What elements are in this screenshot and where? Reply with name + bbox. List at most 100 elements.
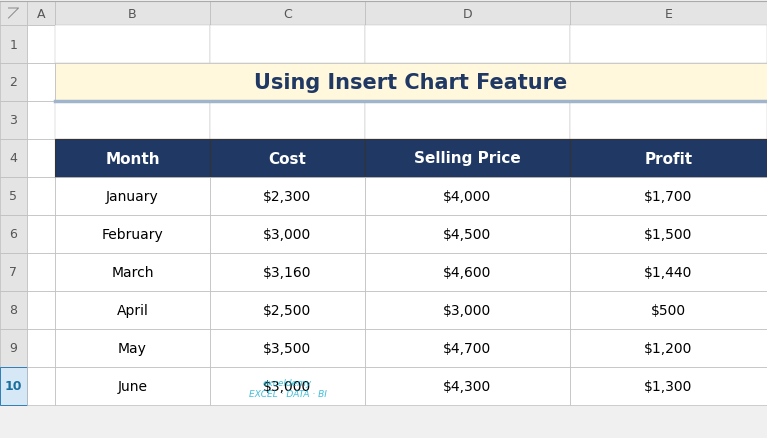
Bar — [365, 2, 570, 26]
Bar — [27, 329, 55, 367]
Text: $3,000: $3,000 — [263, 379, 311, 393]
Bar — [365, 140, 570, 177]
Bar — [27, 215, 55, 254]
Bar — [570, 140, 767, 177]
Text: $2,500: $2,500 — [263, 303, 311, 317]
Bar — [570, 329, 767, 367]
Bar — [570, 2, 767, 26]
Text: $1,440: $1,440 — [644, 265, 693, 279]
Bar — [27, 367, 55, 405]
Text: 1: 1 — [9, 39, 18, 51]
Bar — [570, 367, 767, 405]
Text: 5: 5 — [9, 190, 18, 203]
Bar — [365, 254, 570, 291]
Text: Selling Price: Selling Price — [414, 151, 521, 166]
Text: $4,600: $4,600 — [443, 265, 492, 279]
Bar — [55, 291, 210, 329]
Bar — [27, 254, 55, 291]
Bar — [365, 291, 570, 329]
Bar — [210, 26, 365, 64]
Bar — [210, 291, 365, 329]
Bar — [570, 254, 767, 291]
Text: June: June — [117, 379, 147, 393]
Bar — [0, 177, 27, 215]
Text: A: A — [37, 7, 45, 21]
Bar — [210, 2, 365, 26]
Bar — [55, 329, 210, 367]
Text: 8: 8 — [9, 304, 18, 317]
Text: 9: 9 — [9, 342, 18, 355]
Bar — [570, 177, 767, 215]
Bar — [27, 177, 55, 215]
Bar — [365, 329, 570, 367]
Text: E: E — [664, 7, 673, 21]
Text: $4,700: $4,700 — [443, 341, 492, 355]
Bar — [27, 64, 55, 102]
Bar — [27, 291, 55, 329]
Bar — [365, 26, 570, 64]
Bar — [365, 215, 570, 254]
Text: C: C — [283, 7, 292, 21]
Bar — [570, 102, 767, 140]
Text: $3,500: $3,500 — [263, 341, 311, 355]
Bar — [570, 215, 767, 254]
Bar — [570, 26, 767, 64]
Bar — [55, 64, 767, 102]
Text: $500: $500 — [651, 303, 686, 317]
Text: 6: 6 — [9, 228, 18, 241]
Bar — [210, 140, 365, 177]
Bar — [210, 367, 365, 405]
Text: 3: 3 — [9, 114, 18, 127]
Bar — [55, 26, 210, 64]
Text: $4,000: $4,000 — [443, 190, 492, 204]
Bar — [365, 367, 570, 405]
Bar — [0, 140, 27, 177]
Bar — [210, 102, 365, 140]
Text: $3,000: $3,000 — [263, 227, 311, 241]
Text: $3,160: $3,160 — [263, 265, 311, 279]
Text: January: January — [106, 190, 159, 204]
Text: $1,200: $1,200 — [644, 341, 693, 355]
Bar — [365, 177, 570, 215]
Text: $1,300: $1,300 — [644, 379, 693, 393]
Bar — [0, 64, 27, 102]
Bar — [210, 215, 365, 254]
Bar — [0, 26, 27, 64]
Text: B: B — [128, 7, 137, 21]
Bar — [0, 102, 27, 140]
Bar — [210, 177, 365, 215]
Bar — [27, 2, 55, 26]
Text: March: March — [111, 265, 153, 279]
Text: 7: 7 — [9, 266, 18, 279]
Bar — [0, 367, 27, 405]
Text: 2: 2 — [9, 76, 18, 89]
Text: 4: 4 — [9, 152, 18, 165]
Bar — [27, 26, 55, 64]
Text: D: D — [463, 7, 472, 21]
Bar — [0, 215, 27, 254]
Text: $4,500: $4,500 — [443, 227, 492, 241]
Text: $4,300: $4,300 — [443, 379, 492, 393]
Bar — [570, 291, 767, 329]
Bar — [55, 254, 210, 291]
Bar — [365, 102, 570, 140]
Bar — [210, 254, 365, 291]
Text: Cost: Cost — [268, 151, 307, 166]
Text: Profit: Profit — [644, 151, 693, 166]
Bar — [55, 140, 210, 177]
Bar — [55, 367, 210, 405]
Text: April: April — [117, 303, 149, 317]
Text: Month: Month — [105, 151, 160, 166]
Text: February: February — [101, 227, 163, 241]
Bar — [55, 2, 210, 26]
Bar — [27, 102, 55, 140]
Text: $3,000: $3,000 — [443, 303, 492, 317]
Bar — [55, 177, 210, 215]
Bar — [55, 215, 210, 254]
Bar — [55, 102, 210, 140]
Text: 10: 10 — [5, 380, 22, 392]
Bar — [0, 254, 27, 291]
Bar — [0, 329, 27, 367]
Text: $1,500: $1,500 — [644, 227, 693, 241]
Text: May: May — [118, 341, 147, 355]
